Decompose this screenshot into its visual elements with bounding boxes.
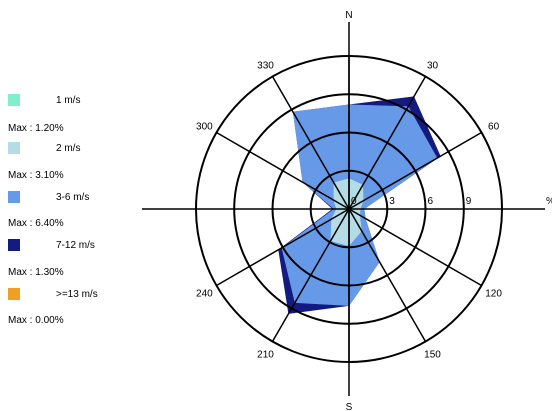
radial-tick-3: 3	[389, 196, 395, 207]
polar-labels: N S 30 60 120 150 210 240 300 330 0 3 6 9%	[196, 10, 552, 411]
angle-label-120: 120	[485, 289, 502, 300]
spoke-60	[348, 131, 482, 210]
legend-label-4: 7-12 m/s	[56, 240, 95, 251]
legend-max-3: Max : 6.40%	[8, 218, 64, 229]
legend-max-4: Max : 1.30%	[8, 267, 64, 278]
radial-tick-9: 9	[466, 196, 472, 207]
legend-max-5: Max : 0.00%	[8, 315, 64, 326]
spoke-210	[271, 208, 350, 342]
angle-label-30: 30	[427, 60, 439, 71]
legend-max-1: Max : 1.20%	[8, 123, 64, 134]
spoke-330	[271, 76, 350, 210]
legend-label-3: 3-6 m/s	[56, 192, 90, 203]
legend-swatch-1	[8, 94, 20, 106]
angle-label-210: 210	[257, 350, 274, 361]
legend-label-5: >=13 m/s	[56, 289, 98, 300]
angle-label-150: 150	[424, 350, 441, 361]
angle-label-60: 60	[488, 122, 500, 133]
legend-max-2: Max : 3.10%	[8, 170, 64, 181]
angle-label-300: 300	[196, 122, 213, 133]
legend-swatch-4	[8, 239, 20, 251]
legend-swatch-3	[8, 191, 20, 203]
angle-label-240: 240	[196, 289, 213, 300]
legend: 1 m/s Max : 1.20% 2 m/s Max : 3.10% 3-6 …	[0, 0, 150, 411]
legend-label-1: 1 m/s	[56, 95, 81, 106]
spoke-120	[348, 208, 482, 287]
legend-swatch-5	[8, 288, 20, 300]
spoke-30	[348, 76, 427, 210]
spoke-300	[216, 131, 350, 210]
legend-swatch-2	[8, 142, 20, 154]
legend-label-2: 2 m/s	[56, 143, 81, 154]
radial-tick-6: 6	[428, 196, 434, 207]
north-label: N	[345, 10, 352, 21]
spoke-150	[348, 208, 427, 342]
radial-tick-0: 0	[351, 196, 357, 207]
units-label: %	[546, 196, 552, 207]
south-label: S	[346, 402, 353, 411]
angle-label-330: 330	[257, 60, 274, 71]
polar-grid	[142, 22, 545, 396]
spoke-240	[216, 208, 350, 287]
